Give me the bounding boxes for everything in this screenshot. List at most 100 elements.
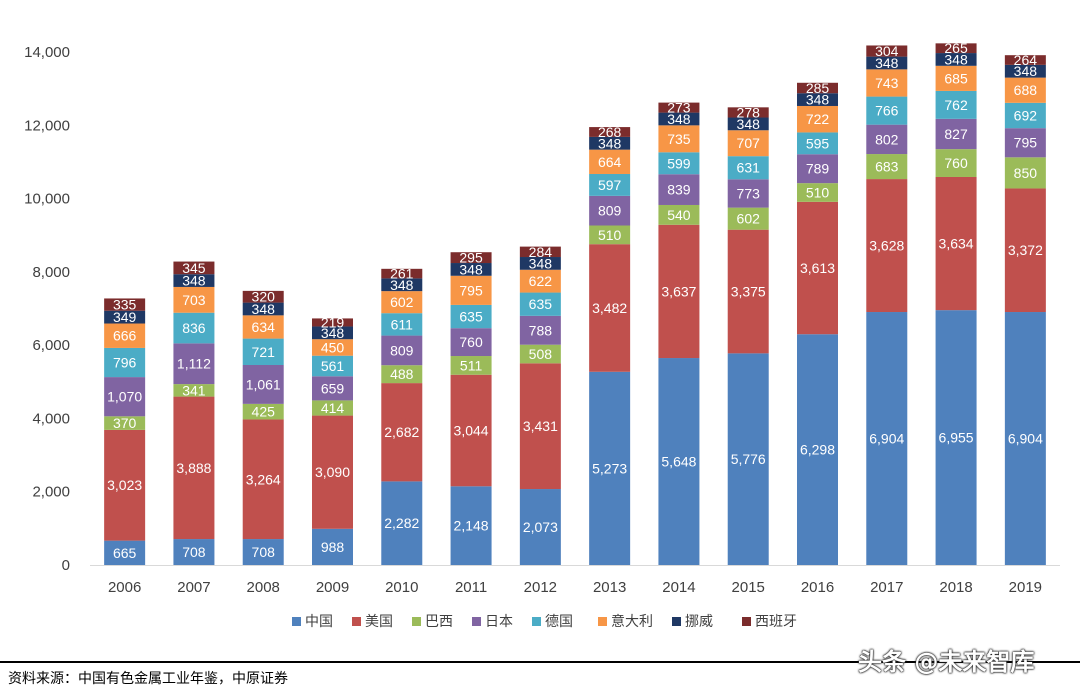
bar-segment: [104, 310, 146, 324]
data-label: 622: [529, 273, 553, 289]
data-label: 602: [390, 294, 414, 310]
bar-segment: [173, 539, 215, 565]
data-label: 611: [391, 316, 414, 332]
legend-item: 意大利: [598, 613, 653, 630]
bar-segment: [104, 377, 146, 417]
legend-label: 意大利: [611, 613, 653, 630]
stacked-bar-chart: 02,0004,0006,0008,00010,00012,00014,000 …: [24, 40, 1060, 630]
footer-rule: [0, 661, 1080, 663]
data-label: 599: [667, 155, 691, 171]
legend-label: 中国: [305, 614, 333, 630]
bar-segment: [589, 136, 631, 150]
bar-segment: [519, 315, 561, 345]
data-label: 3,888: [176, 460, 211, 476]
data-label: 295: [459, 250, 483, 266]
bar-segment: [589, 173, 631, 196]
bar-segment: [1004, 55, 1046, 65]
legend-label: 巴西: [425, 614, 453, 630]
data-label: 265: [944, 40, 968, 56]
bar-segment: [381, 365, 423, 384]
data-label: 508: [529, 346, 553, 362]
data-label: 2,682: [384, 424, 419, 440]
data-label: 268: [598, 124, 622, 140]
data-label: 425: [252, 404, 276, 420]
data-label: 809: [390, 342, 414, 358]
data-label: 634: [252, 319, 276, 335]
data-label: 3,613: [800, 260, 835, 276]
data-label: 341: [182, 382, 206, 398]
data-label: 348: [529, 255, 553, 271]
bar-segment: [312, 355, 353, 377]
data-label: 370: [113, 415, 137, 431]
data-label: 708: [182, 544, 206, 560]
data-label: 6,904: [1008, 431, 1043, 447]
bar-segment: [1004, 188, 1046, 313]
data-label: 766: [875, 103, 899, 119]
bar-segment: [173, 286, 215, 313]
bar-segment: [866, 56, 908, 70]
bar-segment: [242, 290, 284, 303]
data-label: 488: [390, 366, 414, 382]
data-label: 3,264: [246, 471, 281, 487]
legend-label: 挪威: [685, 614, 713, 630]
data-label: 348: [252, 301, 276, 317]
x-tick-label: 2017: [870, 579, 903, 596]
x-tick-label: 2012: [524, 579, 557, 596]
legend-swatch: [472, 617, 481, 626]
data-label: 450: [321, 339, 345, 355]
y-tick-label: 10,000: [24, 191, 70, 208]
x-tick-label: 2007: [177, 579, 210, 596]
bar-segment: [797, 93, 838, 106]
data-label: 665: [113, 545, 137, 561]
bar-segment: [797, 334, 838, 565]
data-label: 348: [182, 273, 206, 289]
bar-segment: [658, 102, 700, 113]
legend-item: 日本: [472, 614, 513, 630]
data-label: 278: [737, 104, 761, 120]
source-note: 资料来源：中国有色金属工业年鉴，中原证券: [8, 671, 288, 687]
data-label: 510: [598, 227, 622, 243]
bar-segment: [866, 179, 908, 313]
legend-swatch: [352, 617, 361, 626]
data-label: 5,648: [661, 454, 696, 470]
bar-segment: [935, 43, 977, 54]
data-label: 3,482: [592, 300, 627, 316]
bar-segment: [312, 318, 353, 327]
bar-segment: [381, 268, 423, 279]
data-label: 348: [806, 92, 830, 108]
legend-label: 日本: [485, 614, 513, 630]
bar-segment: [519, 269, 561, 293]
x-axis: 2006 2007 2008 2009 2010 2011 2012 2013 2014 2015…: [108, 579, 1042, 596]
bar-segment: [797, 105, 838, 133]
data-label: 6,904: [869, 431, 904, 447]
legend-label: 德国: [545, 614, 573, 630]
bar-segment: [519, 363, 561, 490]
bar-segment: [104, 323, 146, 348]
data-label: 219: [321, 314, 345, 330]
data-label: 597: [598, 177, 622, 193]
data-label: 827: [944, 126, 968, 142]
data-label: 273: [667, 100, 691, 116]
data-label: 348: [667, 111, 691, 127]
bar-segment: [658, 204, 700, 225]
bar-segment: [450, 328, 492, 357]
bar-segment: [242, 365, 284, 404]
legend-label: 美国: [365, 614, 393, 630]
data-label: 802: [875, 131, 899, 147]
bar-segment: [797, 154, 838, 184]
bar-segment: [935, 149, 977, 177]
y-tick-label: 8,000: [32, 264, 70, 281]
bar-segment: [727, 179, 769, 208]
bar-segment: [935, 310, 977, 565]
watermark: 头条 @未来智库: [858, 648, 1035, 676]
legend-item: 挪威: [672, 614, 713, 630]
bar-segment: [312, 339, 353, 356]
data-label: 743: [875, 75, 899, 91]
bar-segment: [242, 302, 284, 316]
data-label: 760: [944, 155, 968, 171]
